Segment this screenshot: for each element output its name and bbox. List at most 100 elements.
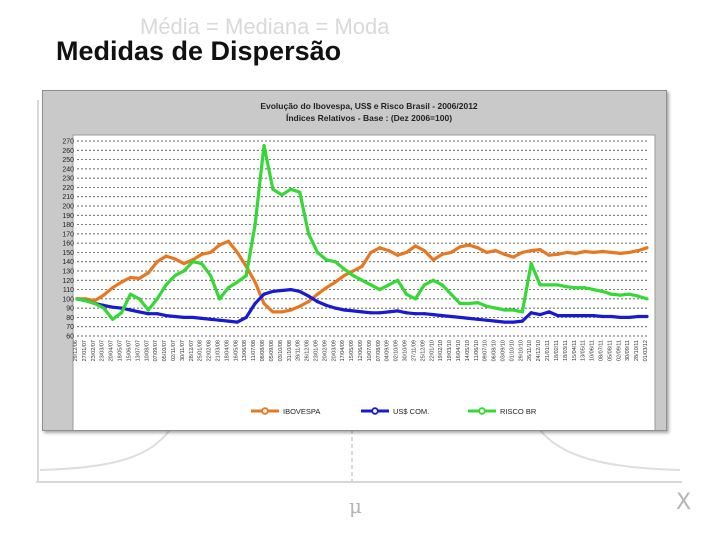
data-point bbox=[449, 292, 453, 296]
data-point bbox=[155, 297, 159, 301]
data-point bbox=[458, 245, 462, 249]
y-tick-label: 130 bbox=[62, 269, 74, 276]
x-tick-label: 30/11/07 bbox=[180, 340, 186, 361]
data-point bbox=[645, 314, 649, 319]
data-point bbox=[609, 292, 613, 296]
data-point bbox=[155, 260, 159, 264]
data-point bbox=[538, 313, 542, 317]
data-point bbox=[298, 289, 302, 294]
data-point bbox=[191, 315, 195, 320]
y-tick-label: 110 bbox=[63, 287, 74, 294]
data-point bbox=[583, 313, 587, 318]
x-tick-label: 20/04/07 bbox=[109, 340, 115, 361]
data-point bbox=[396, 253, 400, 257]
x-tick-label: 19/02/10 bbox=[438, 340, 444, 361]
data-point bbox=[476, 300, 480, 305]
data-point bbox=[280, 310, 284, 314]
data-point bbox=[208, 274, 213, 278]
data-point bbox=[208, 317, 213, 321]
data-point bbox=[191, 260, 195, 264]
data-point bbox=[476, 317, 480, 321]
x-tick-label: 25/01/08 bbox=[198, 340, 204, 361]
data-point bbox=[84, 299, 88, 303]
x-tick-label: 11/07/08 bbox=[251, 340, 257, 361]
data-point bbox=[493, 248, 498, 253]
data-point bbox=[342, 274, 346, 278]
data-point bbox=[111, 317, 115, 321]
data-point bbox=[422, 248, 426, 253]
y-tick-label: 240 bbox=[62, 166, 74, 173]
data-point bbox=[235, 250, 239, 255]
data-point bbox=[502, 252, 507, 256]
data-point bbox=[119, 280, 124, 284]
data-point bbox=[271, 187, 275, 191]
data-point bbox=[111, 286, 115, 290]
y-tick-label: 260 bbox=[62, 148, 74, 155]
x-tick-label: 05/08/11 bbox=[607, 340, 613, 361]
data-point bbox=[547, 310, 551, 314]
data-point bbox=[449, 314, 453, 319]
x-tick-label: 19/03/10 bbox=[447, 340, 453, 361]
data-point bbox=[627, 250, 631, 255]
data-point bbox=[645, 297, 649, 301]
data-point bbox=[556, 283, 560, 287]
data-point bbox=[93, 299, 97, 303]
x-tick-label: 01/10/10 bbox=[509, 340, 515, 361]
x-tick-label: 18/05/07 bbox=[118, 340, 124, 361]
data-point bbox=[244, 274, 248, 278]
x-tick-label: 18/03/11 bbox=[563, 340, 569, 361]
data-point bbox=[440, 313, 444, 318]
data-point bbox=[431, 258, 435, 262]
x-tick-label: 23/02/07 bbox=[91, 340, 97, 361]
data-point bbox=[315, 292, 320, 296]
x-tick-label: 02/10/09 bbox=[394, 340, 400, 361]
data-point bbox=[164, 254, 168, 258]
data-point bbox=[217, 297, 222, 301]
x-tick-label: 08/07/11 bbox=[598, 340, 604, 361]
y-tick-label: 70 bbox=[66, 324, 74, 331]
data-point bbox=[396, 278, 400, 282]
data-point bbox=[485, 304, 489, 308]
data-point bbox=[128, 308, 133, 312]
data-point bbox=[182, 261, 186, 266]
data-point bbox=[111, 305, 115, 309]
y-tick-labels: 60 70 80 90 100 110 120 130 140 150 160 170 180 190 20… bbox=[62, 139, 74, 341]
y-tick-label: 60 bbox=[66, 334, 74, 341]
data-point bbox=[208, 250, 213, 255]
data-point bbox=[155, 312, 159, 316]
data-point bbox=[591, 313, 596, 318]
data-point bbox=[387, 283, 391, 287]
x-tick-label: 10/08/07 bbox=[144, 340, 150, 361]
data-point bbox=[618, 251, 622, 255]
data-point bbox=[431, 278, 435, 282]
x-tick-label: 25/12/09 bbox=[420, 340, 426, 361]
data-point bbox=[342, 267, 346, 271]
x-tick-label: 31/10/08 bbox=[287, 340, 293, 361]
data-point bbox=[467, 316, 471, 320]
data-point bbox=[413, 297, 418, 301]
y-tick-label: 270 bbox=[62, 139, 74, 146]
data-point bbox=[102, 293, 106, 297]
y-tick-label: 180 bbox=[62, 222, 74, 229]
x-tick-label: 23/03/07 bbox=[100, 340, 106, 361]
y-tick-label: 100 bbox=[62, 296, 74, 303]
data-point bbox=[315, 250, 320, 255]
x-tick-label: 12/06/09 bbox=[358, 340, 364, 361]
data-point bbox=[306, 294, 311, 298]
data-point bbox=[280, 288, 284, 293]
data-point bbox=[627, 315, 631, 320]
data-point bbox=[467, 243, 471, 247]
y-tick-label: 120 bbox=[62, 278, 74, 285]
data-point bbox=[387, 310, 391, 314]
data-point bbox=[467, 301, 471, 306]
y-tick-label: 190 bbox=[62, 213, 74, 220]
data-point bbox=[645, 246, 649, 250]
data-point bbox=[306, 232, 311, 236]
chart-subtitle: Índices Relativos - Base : (Dez 2006=100… bbox=[286, 113, 452, 123]
data-point bbox=[511, 320, 516, 324]
data-point bbox=[636, 248, 640, 253]
slide-title: Medidas de Dispersão bbox=[56, 36, 346, 67]
data-point bbox=[93, 301, 97, 306]
x-tick-label: 22/02/08 bbox=[207, 340, 213, 361]
